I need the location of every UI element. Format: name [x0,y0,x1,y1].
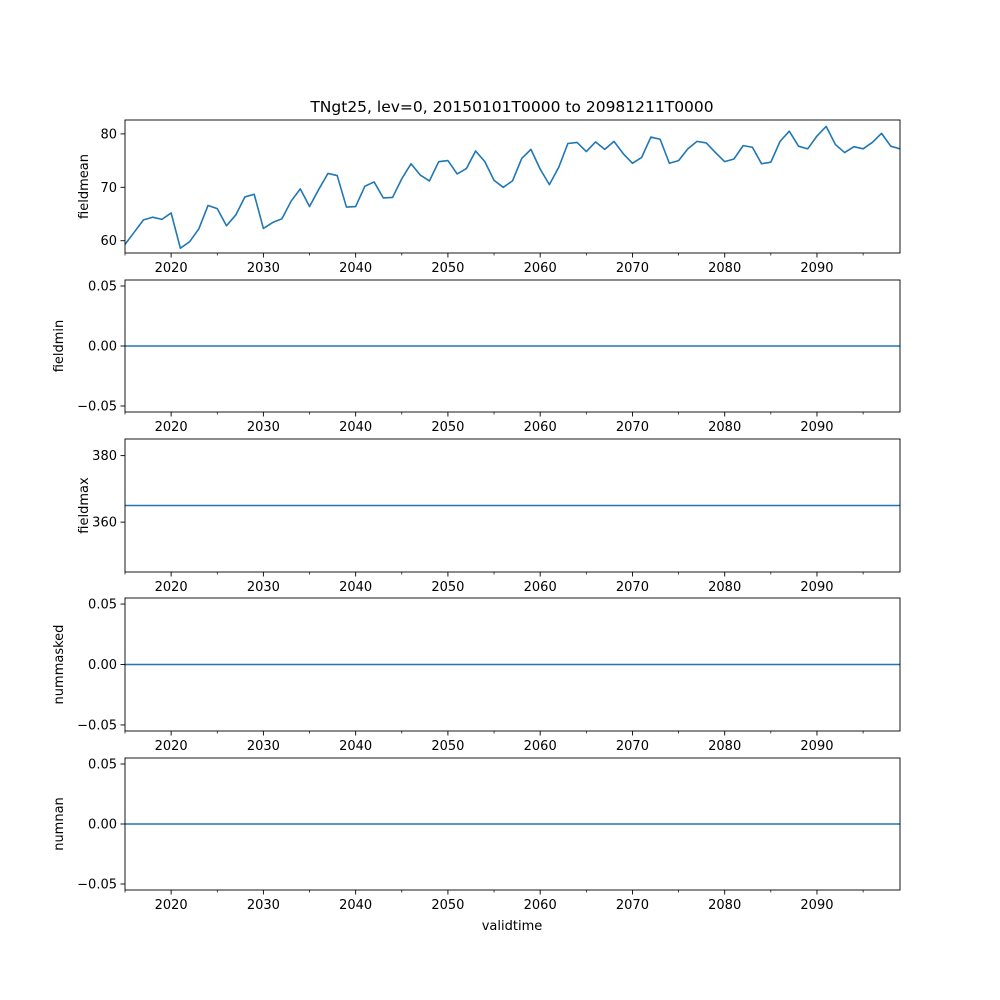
fieldmin-x-tick-label-2020: 2020 [155,420,188,435]
fieldmin-x-tick-label-2080: 2080 [708,420,741,435]
numnan-y-tick-label-2: 0.05 [88,758,117,773]
nummasked-x-tick-label-2050: 2050 [431,739,464,754]
fieldmin-x-tick-label-2090: 2090 [800,420,833,435]
subplot-fieldmin: 2020 2030 2040 2050 2060 2070 2080 2090 −0.05 0.0… [52,280,901,435]
fieldmean-x-tick-label-2060: 2060 [524,261,557,276]
fieldmax-x-tick-label-2090: 2090 [800,580,833,595]
fieldmin-y-tick-label-0: −0.05 [77,400,117,415]
fieldmax-x-tick-label-2080: 2080 [708,580,741,595]
fieldmax-x-tick-label-2030: 2030 [247,580,280,595]
fieldmean-x-tick-label-2070: 2070 [616,261,649,276]
fieldmin-x-tick-label-2030: 2030 [247,420,280,435]
fieldmean-y-tick-label-2: 80 [100,127,117,142]
numnan-x-tick-label-2020: 2020 [155,898,188,913]
fieldmin-y-tick-label-1: 0.00 [88,340,117,355]
nummasked-x-tick-label-2090: 2090 [800,739,833,754]
nummasked-y-axis-label: nummasked [52,625,67,705]
fieldmean-x-tick-label-2080: 2080 [708,261,741,276]
fieldmax-y-tick-label-0: 360 [92,516,117,531]
fieldmax-x-tick-label-2020: 2020 [155,580,188,595]
fieldmax-x-tick-label-2070: 2070 [616,580,649,595]
fieldmean-x-tick-label-2030: 2030 [247,261,280,276]
fieldmax-y-axis-label: fieldmax [77,477,92,534]
numnan-y-tick-label-1: 0.00 [88,818,117,833]
fieldmin-x-tick-label-2040: 2040 [339,420,372,435]
numnan-x-tick-label-2040: 2040 [339,898,372,913]
fieldmin-x-tick-label-2050: 2050 [431,420,464,435]
nummasked-x-tick-label-2080: 2080 [708,739,741,754]
nummasked-x-tick-label-2020: 2020 [155,739,188,754]
fieldmean-y-tick-label-0: 60 [100,234,117,249]
numnan-x-tick-label-2090: 2090 [800,898,833,913]
nummasked-x-tick-label-2060: 2060 [524,739,557,754]
nummasked-x-tick-label-2040: 2040 [339,739,372,754]
nummasked-y-tick-label-0: −0.05 [77,718,117,733]
numnan-y-axis-label: numnan [52,797,67,851]
fieldmax-x-tick-label-2050: 2050 [431,580,464,595]
numnan-x-tick-label-2080: 2080 [708,898,741,913]
numnan-x-tick-label-2070: 2070 [616,898,649,913]
fieldmean-x-tick-label-2040: 2040 [339,261,372,276]
fieldmin-y-tick-label-2: 0.05 [88,280,117,295]
fieldmean-x-tick-label-2090: 2090 [800,261,833,276]
fieldmin-x-tick-label-2060: 2060 [524,420,557,435]
fieldmin-y-axis-label: fieldmin [52,320,67,373]
subplot-fieldmax: 2020 2030 2040 2050 2060 2070 2080 2090 360 380fi… [77,438,901,595]
numnan-y-tick-label-0: −0.05 [77,878,117,893]
fieldmean-x-tick-label-2050: 2050 [431,261,464,276]
numnan-x-tick-label-2050: 2050 [431,898,464,913]
subplot-fieldmean: 2020 2030 2040 2050 2060 2070 2080 2090 60 70 80 fi… [77,119,901,276]
fieldmin-x-tick-label-2070: 2070 [616,420,649,435]
fieldmax-x-tick-label-2060: 2060 [524,580,557,595]
fieldmax-x-tick-label-2040: 2040 [339,580,372,595]
fieldmax-axes-frame [124,438,901,573]
nummasked-x-tick-label-2070: 2070 [616,739,649,754]
fieldmax-y-tick-label-1: 380 [92,449,117,464]
nummasked-y-tick-label-1: 0.00 [88,658,117,673]
chart-title: TNgt25, lev=0, 20150101T0000 to 20981211… [309,98,713,116]
nummasked-x-tick-label-2030: 2030 [247,739,280,754]
subplot-numnan: 2020 2030 2040 2050 2060 2070 2080 2090 −0.05 0.0… [52,758,901,913]
fieldmean-y-tick-label-1: 70 [100,181,117,196]
numnan-x-tick-label-2060: 2060 [524,898,557,913]
fieldmean-series-line [124,125,901,249]
nummasked-y-tick-label-2: 0.05 [88,598,117,613]
subplot-nummasked: 2020 2030 2040 2050 2060 2070 2080 2090 −0.05 0.0… [52,598,901,754]
fieldmean-x-tick-label-2020: 2020 [155,261,188,276]
fieldmean-y-axis-label: fieldmean [77,154,92,219]
subplots: 2020 2030 2040 2050 2060 2070 2080 2090 60 70 80 fi… [52,119,901,913]
numnan-x-tick-label-2030: 2030 [247,898,280,913]
fieldmean-axes-frame [124,119,901,254]
x-axis-label: validtime [482,919,543,934]
